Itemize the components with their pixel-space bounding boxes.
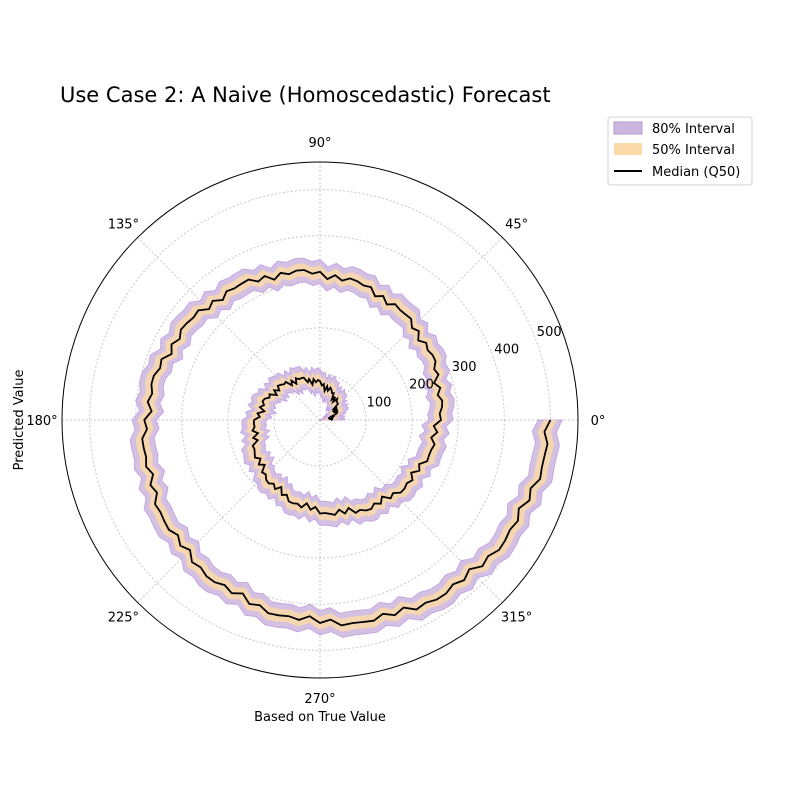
angle-tick-135: 135°: [108, 217, 139, 232]
radial-tick-500: 500: [537, 325, 562, 340]
radial-tick-100: 100: [367, 395, 392, 410]
grid-spoke-225: [137, 419, 321, 603]
angle-tick-225: 225°: [108, 611, 139, 626]
legend: 80% Interval 50% Interval Median (Q50): [607, 116, 753, 186]
band-80-interval: [129, 257, 564, 638]
polar-frame: [61, 161, 579, 679]
legend-label-50-interval: 50% Interval: [652, 143, 735, 158]
x-axis-label: Based on True Value: [254, 710, 386, 725]
legend-label-80-interval: 80% Interval: [652, 122, 735, 137]
angle-tick-315: 315°: [501, 611, 532, 626]
grid-circle-300: [181, 281, 459, 559]
grid-spoke-135: [137, 237, 321, 421]
angle-tick-180: 180°: [26, 414, 57, 429]
median-line: [141, 269, 552, 627]
legend-swatch-80-interval: [613, 121, 643, 135]
median-line-layer: [141, 269, 552, 627]
grid-spoke-315: [319, 419, 503, 603]
radial-tick-300: 300: [452, 360, 477, 375]
angle-tick-270: 270°: [304, 692, 335, 707]
legend-swatch-50-interval: [614, 143, 642, 155]
chart-title: Use Case 2: A Naive (Homoscedastic) Fore…: [60, 83, 551, 107]
radial-tick-200: 200: [409, 378, 434, 393]
angle-tick-45: 45°: [505, 217, 528, 232]
y-axis-label: Predicted Value: [12, 370, 27, 471]
angle-tick-90: 90°: [308, 136, 331, 151]
tick-labels: 0° 45° 90° 135° 180° 225° 270° 315° 100 200 300 400…: [26, 136, 605, 707]
radial-tick-400: 400: [494, 343, 519, 358]
legend-label-median: Median (Q50): [652, 165, 740, 180]
legend-box: [607, 116, 753, 186]
interval-bands: [129, 257, 564, 638]
angle-tick-0: 0°: [591, 414, 606, 429]
